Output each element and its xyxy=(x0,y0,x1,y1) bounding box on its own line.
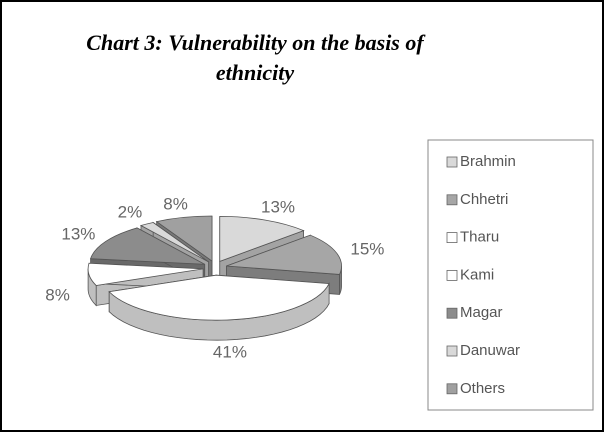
slice-top xyxy=(90,227,205,265)
legend-label: Chhetri xyxy=(460,191,508,208)
slice-top xyxy=(108,274,330,321)
data-label: 2% xyxy=(118,202,143,221)
data-label: 8% xyxy=(45,286,70,305)
data-label: 15% xyxy=(350,239,384,258)
data-label: 13% xyxy=(261,198,295,217)
legend-swatch xyxy=(446,156,458,168)
data-label: 8% xyxy=(163,194,188,213)
legend-label: Danuwar xyxy=(460,342,520,359)
slice-top xyxy=(226,234,342,275)
chart-title: Chart 3: Vulnerability on the basis of e… xyxy=(86,30,424,85)
legend-label: Others xyxy=(460,380,505,397)
legend-swatch xyxy=(446,383,458,395)
legend-label: Kami xyxy=(460,266,494,283)
legend-swatch xyxy=(446,307,458,319)
slice-top xyxy=(139,222,209,263)
legend-swatch xyxy=(446,345,458,357)
pie-slice xyxy=(108,274,330,341)
data-label: 13% xyxy=(61,224,95,243)
data-label: 41% xyxy=(213,342,247,361)
slice-top xyxy=(87,262,204,286)
legend-label: Tharu xyxy=(460,229,499,246)
legend-swatch xyxy=(446,232,458,244)
slice-top xyxy=(155,215,213,262)
legend-label: Brahmin xyxy=(460,153,516,170)
legend-swatch xyxy=(446,269,458,281)
legend-label: Magar xyxy=(460,304,503,321)
slice-top xyxy=(219,215,305,262)
legend-swatch xyxy=(446,194,458,206)
